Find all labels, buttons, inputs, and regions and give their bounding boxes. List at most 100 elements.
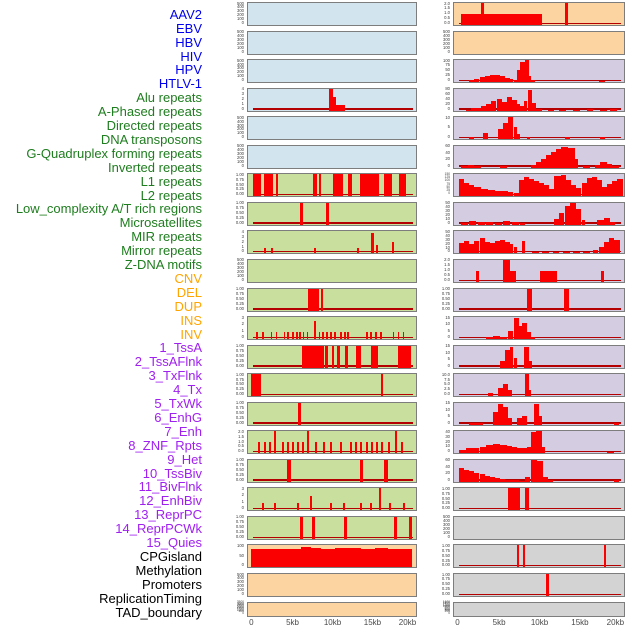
signal-bar xyxy=(471,108,477,111)
signal-bar xyxy=(524,60,529,83)
signal-bar xyxy=(311,516,315,539)
x-tick-label: 20kb xyxy=(606,617,625,627)
signal-bar xyxy=(596,220,604,225)
y-tick-label: 20 xyxy=(445,438,450,444)
signal-bar xyxy=(522,416,528,425)
track-panel xyxy=(453,87,625,112)
y-tick-label: 1000 xyxy=(442,603,450,608)
y-tick-label: 100 xyxy=(237,158,244,164)
y-tick-label: 0.75 xyxy=(235,290,244,296)
signal-bar xyxy=(531,336,535,340)
signal-bar xyxy=(510,79,514,83)
track-label: CPGisland xyxy=(139,548,202,564)
signal-bar xyxy=(499,239,505,254)
signal-bar xyxy=(481,188,488,197)
signal-bar xyxy=(476,107,482,111)
y-tick-label: 100 xyxy=(237,273,244,279)
track-label: Promoters xyxy=(142,576,202,592)
track-label: 15_Quies xyxy=(146,535,202,550)
signal-bar xyxy=(613,423,619,425)
y-tick-label: 0.75 xyxy=(235,519,244,525)
track-label: Methylation xyxy=(135,562,202,578)
signal-bar xyxy=(300,547,311,568)
track-panel xyxy=(247,573,417,597)
track-panel xyxy=(247,116,417,141)
signal-bar xyxy=(524,488,529,511)
y-tick-label: 800 xyxy=(444,605,450,610)
signal-bar xyxy=(331,345,334,368)
track-data-area xyxy=(248,174,416,197)
signal-bar xyxy=(339,442,342,454)
y-tick-label: 0.25 xyxy=(235,414,244,420)
signal-bar xyxy=(505,350,511,368)
y-tick-label: 0.25 xyxy=(441,300,450,306)
signal-bar xyxy=(498,404,504,425)
signal-bar xyxy=(287,459,291,482)
track-panel xyxy=(247,344,417,369)
signal-bar xyxy=(537,460,544,482)
y-tick-label: 0 xyxy=(447,448,450,454)
signal-bar xyxy=(486,445,494,454)
x-tick-label: 0 xyxy=(249,617,254,627)
x-tick-label: 5kb xyxy=(492,617,506,627)
track-data-area xyxy=(248,603,416,616)
signal-bar xyxy=(503,384,509,397)
signal-bar xyxy=(508,117,514,140)
y-tick-label: 0.5 xyxy=(444,15,450,21)
signal-bar xyxy=(513,358,517,368)
signal-bar xyxy=(251,374,262,397)
signal-bar xyxy=(581,220,585,225)
track-data-area xyxy=(454,603,624,616)
track-label: ReplicationTiming xyxy=(99,590,202,606)
signal-bar xyxy=(595,164,601,168)
y-tick-label: 0.00 xyxy=(441,562,450,568)
signal-baseline xyxy=(253,308,414,310)
signal-bar xyxy=(513,79,517,83)
signal-bar xyxy=(548,480,554,482)
y-tick-label: 30 xyxy=(445,236,450,242)
signal-bar xyxy=(565,3,568,25)
signal-bar xyxy=(326,202,329,225)
y-tick-label: 0 xyxy=(447,419,450,425)
y-tick-label: 0.0 xyxy=(444,20,450,25)
y-tick-label: 0 xyxy=(241,48,244,54)
y-tick-label: 0 xyxy=(241,334,244,340)
track-data-area xyxy=(248,202,416,225)
y-tick-label: 300 xyxy=(237,65,244,71)
signal-bar xyxy=(612,180,618,197)
signal-bar xyxy=(339,331,342,340)
signal-bar xyxy=(380,331,383,340)
y-tick-label: 2.0 xyxy=(238,428,244,434)
signal-bar xyxy=(530,432,536,454)
signal-bar xyxy=(464,182,470,197)
y-tick-label: 0.25 xyxy=(441,557,450,563)
track-label: L2 repeats xyxy=(140,187,202,203)
track-label: AAV2 xyxy=(169,6,202,22)
signal-bar xyxy=(525,374,529,397)
signal-bar xyxy=(486,104,492,111)
signal-baseline xyxy=(459,136,622,139)
y-tick-label: 1.00 xyxy=(441,571,450,577)
y-tick-label: 0.00 xyxy=(235,219,244,225)
y-tick-label: 4 xyxy=(241,86,244,92)
signal-bar xyxy=(472,447,480,454)
track-data-area xyxy=(454,117,624,140)
signal-bar xyxy=(520,62,525,83)
track-data-area xyxy=(248,431,416,454)
y-tick-label: 75 xyxy=(445,62,450,68)
signal-bar xyxy=(503,122,509,140)
track-label: 8_ZNF_Rpts xyxy=(128,437,202,453)
signal-bar xyxy=(329,502,332,511)
signal-bar xyxy=(501,191,509,197)
y-tick-label: 400 xyxy=(444,607,450,612)
signal-bar xyxy=(460,14,542,25)
y-tick-label: 0 xyxy=(447,219,450,225)
signal-bar xyxy=(332,97,337,111)
signal-bar xyxy=(359,502,362,511)
track-data-area xyxy=(454,32,624,54)
track-panel xyxy=(247,601,417,617)
track-label: EBV xyxy=(175,20,202,36)
signal-bar xyxy=(573,252,580,254)
y-tick-label: 300 xyxy=(237,579,244,585)
y-tick-label: 1600 xyxy=(442,600,450,605)
